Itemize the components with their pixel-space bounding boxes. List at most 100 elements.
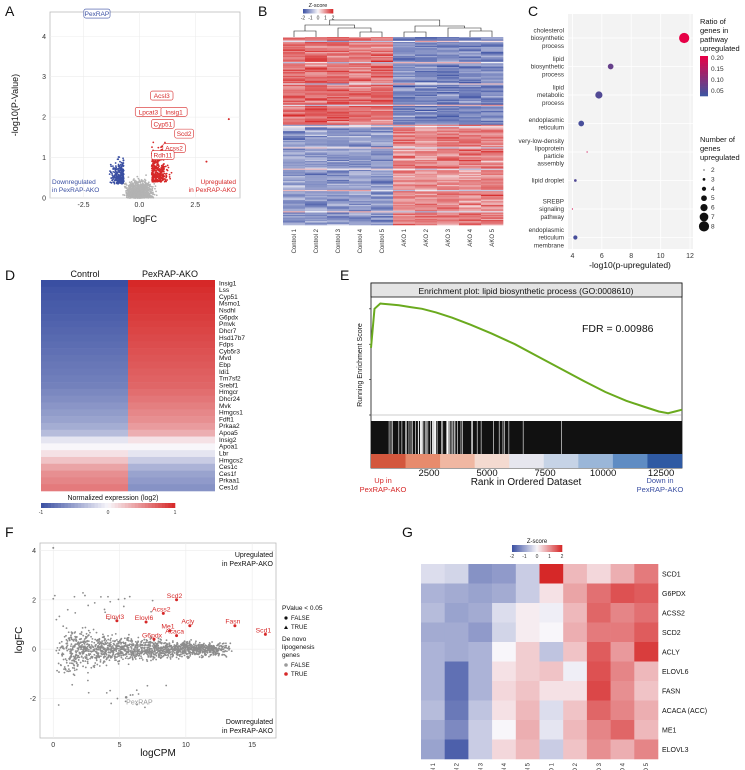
panel-e-rank-colorbar-segment — [612, 454, 648, 468]
panel-a-point-down — [114, 170, 117, 172]
panel-a-point-down — [119, 175, 121, 178]
panel-d-cell-control — [41, 456, 128, 465]
panel-b-cell — [283, 37, 306, 39]
panel-f-point — [57, 652, 60, 655]
panel-c-dot — [574, 179, 577, 182]
panel-a-point-down — [120, 170, 123, 173]
panel-c-xtick: 8 — [629, 253, 633, 260]
panel-f-point — [176, 641, 179, 644]
panel-f-point — [115, 650, 118, 653]
panel-f-point — [75, 654, 78, 657]
panel-d-cell-control — [41, 327, 128, 335]
panel-f-point — [127, 648, 129, 651]
panel-f-point — [64, 668, 67, 671]
panel-a-point-down — [122, 159, 125, 162]
panel-f-point — [119, 638, 122, 641]
panel-a-point-down — [116, 178, 118, 180]
panel-f-point — [127, 639, 130, 642]
panel-b-scale-segment — [325, 9, 327, 14]
panel-f-point — [134, 654, 137, 656]
panel-f-point — [146, 648, 148, 651]
panel-b-cell — [393, 39, 416, 42]
panel-d-scale-tick: 1 — [174, 510, 177, 516]
panel-f-point — [182, 650, 184, 653]
panel-e-rank-colorbar-segment — [578, 454, 614, 468]
panel-a-point-ns — [137, 184, 140, 187]
panel-f-point — [151, 649, 153, 652]
panel-f-point — [82, 660, 85, 663]
panel-f-point — [107, 638, 110, 641]
panel-f-point — [176, 649, 179, 652]
panel-d-scale-segment — [124, 503, 129, 508]
panel-f-point — [71, 632, 74, 634]
panel-b-scale-segment — [324, 9, 326, 14]
panel-f-point — [134, 646, 137, 649]
panel-a-point-up — [154, 165, 157, 168]
panel-b-scale-segment — [314, 9, 316, 14]
panel-f-point — [65, 659, 68, 662]
panel-f-point — [188, 641, 191, 644]
panel-f-point — [114, 656, 117, 658]
panel-a-point-up — [163, 168, 166, 170]
panel-f-point — [105, 658, 108, 660]
panel-a-point-down — [117, 158, 120, 161]
panel-f-point — [78, 644, 80, 646]
panel-a-gene-label-box — [83, 8, 111, 19]
panel-d-cell-ako — [128, 293, 215, 301]
panel-a-ytick: 1 — [42, 155, 46, 162]
panel-a-point-up — [163, 172, 166, 175]
panel-c-legend-ratio-title: upregulated — [700, 44, 740, 53]
panel-f-point — [109, 639, 112, 641]
panel-b-scale-segment — [310, 9, 312, 14]
panel-a-point-ns — [131, 188, 134, 191]
panel-f-point — [73, 659, 75, 661]
panel-d-scale-segment — [67, 503, 72, 508]
panel-a-point-ns — [139, 192, 141, 195]
panel-f-point — [82, 634, 85, 637]
panel-f-point — [70, 643, 73, 646]
panel-a-point-ns — [122, 194, 124, 196]
panel-a-point-ns — [146, 186, 149, 189]
panel-c-legend-ratio-title: Ratio of — [700, 17, 727, 26]
panel-a-point-ns — [136, 182, 139, 185]
panel-f-point — [198, 644, 200, 646]
panel-b-cell — [393, 223, 416, 226]
panel-b-cell — [283, 39, 306, 42]
panel-f-point — [159, 656, 161, 659]
panel-a-point-up — [161, 165, 164, 168]
panel-a-point-ns — [147, 191, 149, 193]
panel-d-scale-segment — [154, 503, 159, 508]
panel-f-point — [66, 670, 69, 673]
panel-b-cell — [437, 40, 460, 43]
panel-a-point-ns — [137, 196, 139, 199]
panel-a-gene-label-box — [150, 90, 174, 101]
panel-f-point — [203, 650, 206, 653]
panel-c-category-label: biosynthetic — [531, 64, 564, 71]
panel-f-point — [147, 644, 150, 647]
panel-a-point-down — [113, 174, 116, 177]
panel-a-point-ns — [129, 193, 132, 196]
panel-f-point — [124, 648, 126, 651]
panel-f-point — [151, 645, 154, 647]
panel-d-scale-segment — [94, 503, 99, 508]
panel-f-point — [153, 645, 156, 648]
panel-b-scale-segment — [330, 9, 332, 14]
panel-d-cell-ako — [128, 368, 215, 376]
panel-d-cell-ako — [128, 354, 215, 362]
panel-a-point-ns — [130, 189, 133, 191]
panel-f-point — [208, 650, 211, 653]
panel-c-xtick: 10 — [657, 253, 665, 260]
panel-f-point-outlier — [84, 594, 86, 597]
panel-f-point — [120, 654, 123, 657]
panel-d-cell-control — [41, 402, 128, 410]
panel-b-cell — [283, 223, 306, 226]
panel-f-point — [160, 647, 163, 649]
panel-b-col-label: Control 5 — [380, 228, 386, 253]
panel-f-point — [205, 653, 208, 656]
panel-d-scale-tick: -1 — [39, 510, 44, 516]
panel-a-point-ns — [137, 189, 140, 192]
panel-a-point-ns — [143, 191, 146, 194]
panel-d-cell-ako — [128, 314, 215, 322]
panel-f-point — [89, 631, 91, 634]
panel-f-point — [183, 654, 186, 657]
